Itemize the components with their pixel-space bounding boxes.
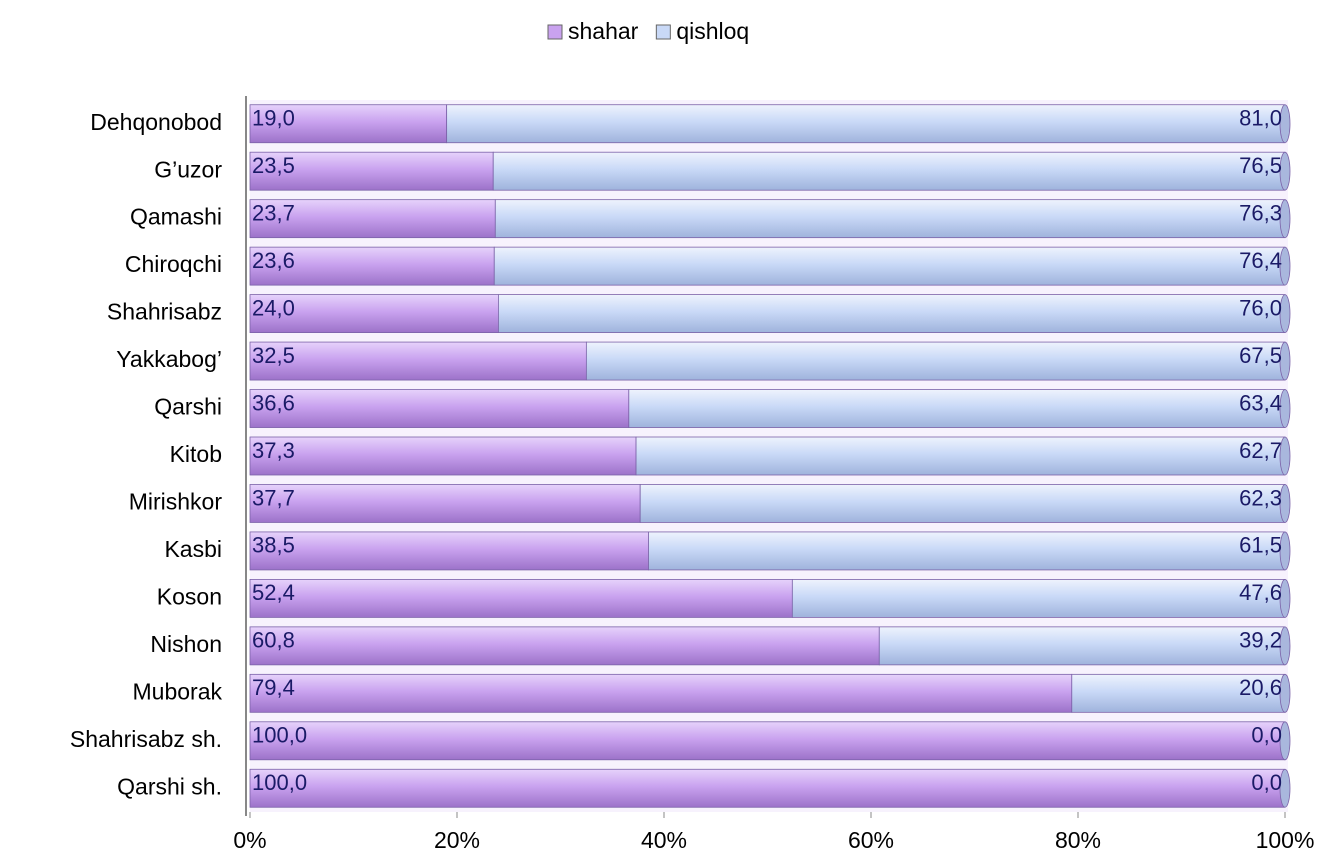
data-label: 23,6 bbox=[252, 248, 295, 273]
y-tick-label: Shahrisabz bbox=[107, 299, 222, 325]
bar-cap bbox=[1279, 341, 1291, 381]
bar-cap bbox=[1279, 294, 1291, 334]
y-tick-label: Chiroqchi bbox=[125, 251, 222, 277]
data-label: 36,6 bbox=[252, 390, 295, 415]
data-label: 63,4 bbox=[1239, 390, 1282, 415]
bar bbox=[249, 768, 1286, 808]
legend-swatch bbox=[547, 24, 563, 40]
bar bbox=[249, 389, 630, 428]
bar-cap bbox=[1279, 199, 1291, 239]
y-tick-label: Kasbi bbox=[164, 536, 222, 562]
data-label: 47,6 bbox=[1239, 580, 1282, 605]
bar bbox=[493, 246, 1286, 286]
data-label: 23,5 bbox=[252, 153, 295, 178]
bar-cap bbox=[1279, 151, 1291, 191]
bar bbox=[249, 341, 587, 381]
data-label: 100,0 bbox=[252, 723, 307, 748]
bar bbox=[494, 199, 1286, 239]
data-label: 52,4 bbox=[252, 580, 295, 605]
bar bbox=[249, 294, 499, 334]
bar-cap bbox=[1279, 768, 1291, 808]
data-label: 39,2 bbox=[1239, 628, 1282, 653]
bar-cap bbox=[1279, 104, 1291, 144]
y-tick-label: Dehqonobod bbox=[90, 109, 222, 135]
data-label: 20,6 bbox=[1239, 675, 1282, 700]
bar bbox=[249, 484, 641, 523]
bar bbox=[791, 579, 1286, 618]
legend-label: shahar bbox=[568, 18, 639, 44]
bar-cap bbox=[1279, 436, 1291, 476]
bar-cap bbox=[1279, 579, 1291, 618]
legend: shahar qishloq bbox=[547, 18, 749, 44]
y-tick-label: Mirishkor bbox=[129, 489, 223, 515]
bar-cap bbox=[1279, 484, 1291, 523]
bar-cap bbox=[1279, 721, 1291, 761]
data-label: 81,0 bbox=[1239, 106, 1282, 131]
y-tick-label: Koson bbox=[157, 583, 222, 609]
y-tick-label: Nishon bbox=[150, 631, 222, 657]
legend-swatch bbox=[655, 24, 671, 40]
bar bbox=[249, 673, 1073, 713]
bar bbox=[635, 436, 1286, 476]
data-label: 24,0 bbox=[252, 295, 295, 320]
data-label: 76,0 bbox=[1239, 295, 1282, 320]
y-tick-label: Qarshi bbox=[154, 394, 222, 420]
data-label: 62,3 bbox=[1239, 485, 1282, 510]
bar bbox=[446, 104, 1286, 144]
data-label: 23,7 bbox=[252, 200, 295, 225]
data-label: 67,5 bbox=[1239, 343, 1282, 368]
data-label: 32,5 bbox=[252, 343, 295, 368]
bar bbox=[1071, 673, 1286, 713]
bar bbox=[497, 294, 1286, 334]
bar bbox=[249, 531, 649, 571]
x-tick-label: 80% bbox=[1055, 827, 1101, 853]
bar-cap bbox=[1279, 531, 1291, 571]
data-label: 76,5 bbox=[1239, 153, 1282, 178]
data-label: 76,3 bbox=[1239, 200, 1282, 225]
data-label: 0,0 bbox=[1251, 770, 1282, 795]
y-tick-label: Muborak bbox=[133, 678, 223, 704]
bar bbox=[585, 341, 1286, 381]
y-tick-label: Qamashi bbox=[130, 204, 222, 230]
bar bbox=[249, 151, 494, 191]
bar-cap bbox=[1279, 389, 1291, 428]
y-tick-label: Qarshi sh. bbox=[117, 773, 222, 799]
bar-cap bbox=[1279, 673, 1291, 713]
data-label: 76,4 bbox=[1239, 248, 1282, 273]
bar-cap bbox=[1279, 626, 1291, 666]
bar bbox=[628, 389, 1286, 428]
bar bbox=[648, 531, 1286, 571]
bar bbox=[249, 199, 496, 239]
y-tick-label: G’uzor bbox=[154, 156, 222, 182]
bar bbox=[639, 484, 1286, 523]
data-label: 61,5 bbox=[1239, 533, 1282, 558]
y-tick-label: Shahrisabz sh. bbox=[70, 726, 222, 752]
bar bbox=[492, 151, 1286, 191]
data-label: 60,8 bbox=[252, 628, 295, 653]
data-label: 62,7 bbox=[1239, 438, 1282, 463]
y-tick-label: Kitob bbox=[170, 441, 222, 467]
y-tick-label: Yakkabog’ bbox=[116, 346, 222, 372]
x-tick-label: 0% bbox=[233, 827, 266, 853]
bar bbox=[878, 626, 1286, 666]
data-label: 79,4 bbox=[252, 675, 295, 700]
data-label: 37,3 bbox=[252, 438, 295, 463]
data-label: 100,0 bbox=[252, 770, 307, 795]
bar bbox=[249, 579, 793, 618]
data-label: 37,7 bbox=[252, 485, 295, 510]
legend-label: qishloq bbox=[676, 18, 749, 44]
bar-cap bbox=[1279, 246, 1291, 286]
x-tick-label: 40% bbox=[641, 827, 687, 853]
bar bbox=[249, 246, 495, 286]
bar bbox=[249, 626, 880, 666]
bar bbox=[249, 721, 1286, 761]
data-label: 19,0 bbox=[252, 106, 295, 131]
bar bbox=[249, 436, 637, 476]
x-tick-label: 100% bbox=[1256, 827, 1315, 853]
x-tick-label: 20% bbox=[434, 827, 480, 853]
x-tick-label: 60% bbox=[848, 827, 894, 853]
data-label: 38,5 bbox=[252, 533, 295, 558]
data-label: 0,0 bbox=[1251, 723, 1282, 748]
